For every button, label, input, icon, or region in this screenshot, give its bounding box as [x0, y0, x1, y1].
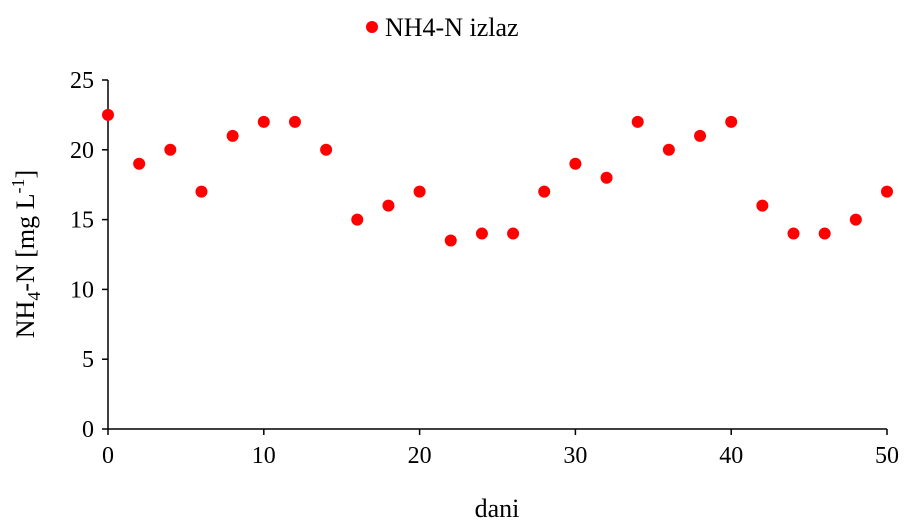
data-point — [382, 199, 395, 212]
data-point — [475, 227, 488, 240]
y-tick-label: 25 — [70, 68, 94, 94]
data-point — [694, 129, 707, 142]
legend-label-nh4-n-izlaz: NH4-N izlaz — [385, 13, 519, 42]
data-point — [569, 157, 582, 170]
data-point — [507, 227, 520, 240]
y-axis-title: NH4-N [mg L-1] — [8, 170, 44, 338]
y-tick-label: 20 — [70, 138, 94, 164]
data-point — [413, 185, 426, 198]
data-point — [538, 185, 551, 198]
y-tick-label: 10 — [70, 277, 94, 303]
data-point — [226, 129, 239, 142]
data-point — [257, 115, 270, 128]
y-axis-title-mid: -N [mg L — [11, 193, 40, 291]
y-axis-title-sup: -1 — [8, 178, 28, 193]
data-point — [164, 143, 177, 156]
x-tick-label: 40 — [719, 443, 743, 469]
y-tick-label: 5 — [82, 347, 94, 373]
axes — [107, 80, 887, 430]
y-ticks: 0 5 10 15 20 25 — [70, 68, 108, 443]
legend: NH4-N izlaz — [366, 13, 519, 42]
x-axis-title: dani — [475, 494, 520, 523]
data-point — [631, 115, 644, 128]
y-axis-title-end: ] — [11, 170, 40, 179]
x-tick-label: 0 — [102, 443, 114, 469]
x-tick-label: 30 — [563, 443, 587, 469]
data-point — [444, 234, 457, 247]
data-point — [133, 157, 146, 170]
data-point — [288, 115, 301, 128]
data-point — [725, 115, 738, 128]
y-tick-label: 0 — [82, 417, 94, 443]
x-ticks: 0 10 20 30 40 50 — [102, 429, 899, 469]
data-point — [351, 213, 364, 226]
data-point — [849, 213, 862, 226]
data-point — [662, 143, 675, 156]
y-axis-title-base: NH — [11, 300, 40, 338]
data-point — [102, 108, 114, 121]
y-axis-title-sub: 4 — [24, 292, 44, 301]
data-point — [881, 185, 893, 198]
legend-marker — [366, 21, 378, 33]
data-points — [102, 108, 893, 247]
data-point — [787, 227, 800, 240]
x-tick-label: 20 — [408, 443, 432, 469]
data-point — [756, 199, 769, 212]
data-point — [600, 171, 613, 184]
x-tick-label: 50 — [875, 443, 899, 469]
y-tick-label: 15 — [70, 208, 94, 234]
data-point — [818, 227, 831, 240]
data-point — [195, 185, 208, 198]
data-point — [320, 143, 333, 156]
x-tick-label: 10 — [252, 443, 276, 469]
